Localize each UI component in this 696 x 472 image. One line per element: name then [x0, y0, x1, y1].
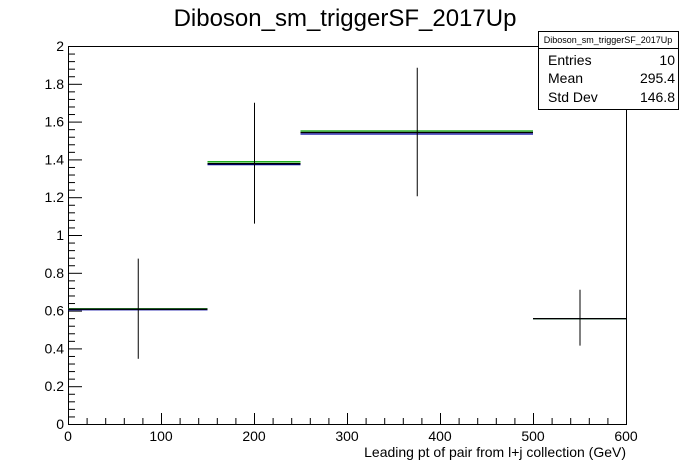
- x-tick-label: 200: [242, 428, 266, 444]
- y-tick-label: 1: [56, 227, 64, 243]
- y-tick-label: 0.4: [45, 340, 65, 356]
- chart-title: Diboson_sm_triggerSF_2017Up: [174, 5, 517, 32]
- x-tick-label: 500: [521, 428, 545, 444]
- x-tick-label: 0: [64, 428, 72, 444]
- stats-entries-value: 10: [659, 52, 675, 68]
- data-marks: [68, 67, 626, 359]
- y-tick-label: 2: [56, 38, 64, 54]
- x-tick-label: 400: [428, 428, 452, 444]
- stats-entries-label: Entries: [548, 52, 592, 68]
- y-tick-label: 0: [56, 416, 64, 432]
- y-tick-label: 1.8: [45, 76, 65, 92]
- y-tick-label: 1.6: [45, 114, 65, 130]
- y-tick-label: 0.2: [45, 378, 65, 394]
- axes: 0 100 200 300 400 500 600 0 0.2 0.4 0.6 0.8 1 1.2 1.4 1…: [45, 38, 638, 444]
- x-tick-label: 300: [335, 428, 359, 444]
- x-tick-label: 600: [614, 428, 638, 444]
- x-tick-label: 100: [149, 428, 173, 444]
- stats-box: Diboson_sm_triggerSF_2017Up Entries 10 M…: [538, 31, 679, 110]
- y-tick-label: 0.6: [45, 303, 65, 319]
- y-tick-label: 0.8: [45, 265, 65, 281]
- y-tick-label: 1.4: [45, 151, 65, 167]
- stats-box-frame: [538, 31, 679, 110]
- y-tick-label: 1.2: [45, 189, 65, 205]
- stats-mean-value: 295.4: [640, 70, 675, 86]
- stats-stddev-label: Std Dev: [548, 89, 598, 105]
- stats-box-title: Diboson_sm_triggerSF_2017Up: [544, 35, 673, 45]
- stats-stddev-value: 146.8: [640, 89, 675, 105]
- stats-mean-label: Mean: [548, 70, 583, 86]
- x-axis-title: Leading pt of pair from l+j collection (…: [364, 444, 626, 460]
